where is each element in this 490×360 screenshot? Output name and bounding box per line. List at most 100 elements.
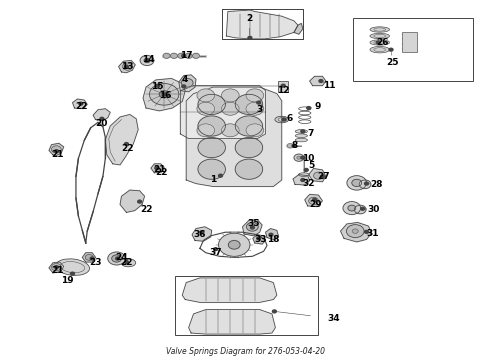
Polygon shape xyxy=(305,194,322,207)
Circle shape xyxy=(376,41,380,44)
Circle shape xyxy=(100,117,104,120)
Polygon shape xyxy=(189,310,275,334)
Circle shape xyxy=(182,85,186,88)
Text: 22: 22 xyxy=(140,205,152,214)
Text: 10: 10 xyxy=(302,154,315,163)
Text: 27: 27 xyxy=(317,172,330,181)
Text: 37: 37 xyxy=(209,248,222,257)
Circle shape xyxy=(294,154,304,161)
Text: 17: 17 xyxy=(180,51,193,60)
Circle shape xyxy=(124,65,128,68)
Text: 26: 26 xyxy=(376,38,389,47)
Text: 24: 24 xyxy=(115,253,128,262)
Text: 8: 8 xyxy=(292,141,298,150)
Circle shape xyxy=(200,231,204,234)
Circle shape xyxy=(281,84,285,87)
Polygon shape xyxy=(310,76,326,86)
Text: 32: 32 xyxy=(302,179,315,188)
Circle shape xyxy=(304,168,308,171)
Ellipse shape xyxy=(295,130,308,133)
Circle shape xyxy=(343,202,361,215)
Circle shape xyxy=(346,225,364,238)
Text: 25: 25 xyxy=(387,58,399,67)
Circle shape xyxy=(198,159,225,179)
Text: 28: 28 xyxy=(370,180,383,189)
Circle shape xyxy=(246,124,264,137)
Circle shape xyxy=(159,91,169,98)
Circle shape xyxy=(193,53,199,58)
Circle shape xyxy=(246,89,264,102)
Bar xyxy=(222,9,303,39)
Circle shape xyxy=(365,230,368,233)
Text: 21: 21 xyxy=(51,266,64,275)
Text: 20: 20 xyxy=(96,118,108,127)
Circle shape xyxy=(352,229,358,233)
Text: 13: 13 xyxy=(121,62,134,71)
Circle shape xyxy=(155,167,159,170)
Text: 19: 19 xyxy=(61,276,74,284)
Polygon shape xyxy=(180,86,266,139)
Circle shape xyxy=(124,261,128,264)
Circle shape xyxy=(313,198,317,201)
Text: 9: 9 xyxy=(314,102,321,111)
Bar xyxy=(278,81,288,92)
Circle shape xyxy=(314,172,323,179)
Circle shape xyxy=(138,200,142,203)
Polygon shape xyxy=(266,229,278,239)
Circle shape xyxy=(354,205,366,214)
Circle shape xyxy=(301,179,305,181)
Circle shape xyxy=(359,180,371,189)
Circle shape xyxy=(272,310,276,313)
Text: 5: 5 xyxy=(308,161,314,170)
Circle shape xyxy=(145,59,149,62)
Circle shape xyxy=(162,93,166,96)
Circle shape xyxy=(257,101,261,104)
Circle shape xyxy=(178,53,185,58)
Text: 4: 4 xyxy=(182,76,189,85)
Circle shape xyxy=(51,264,61,271)
Text: 35: 35 xyxy=(247,219,260,228)
Text: 22: 22 xyxy=(121,144,134,153)
Polygon shape xyxy=(293,175,310,185)
Polygon shape xyxy=(182,278,277,302)
Circle shape xyxy=(257,237,261,240)
Polygon shape xyxy=(143,78,185,111)
Circle shape xyxy=(79,102,83,105)
Text: 14: 14 xyxy=(142,55,154,64)
Polygon shape xyxy=(179,75,196,92)
Ellipse shape xyxy=(370,33,390,39)
Polygon shape xyxy=(226,10,298,39)
Text: 6: 6 xyxy=(287,114,293,123)
Circle shape xyxy=(235,94,263,114)
Ellipse shape xyxy=(121,259,136,267)
Ellipse shape xyxy=(370,46,390,53)
Circle shape xyxy=(282,118,286,121)
Text: 16: 16 xyxy=(159,91,172,100)
Circle shape xyxy=(181,78,193,87)
Circle shape xyxy=(228,240,240,249)
Circle shape xyxy=(221,124,239,137)
Bar xyxy=(402,32,416,52)
Circle shape xyxy=(365,182,368,185)
Circle shape xyxy=(171,53,177,58)
Text: 2: 2 xyxy=(246,14,252,23)
Circle shape xyxy=(319,80,323,82)
Polygon shape xyxy=(49,262,64,273)
Circle shape xyxy=(320,175,324,178)
Circle shape xyxy=(122,63,132,70)
Text: 31: 31 xyxy=(366,230,379,239)
Circle shape xyxy=(71,272,74,275)
Circle shape xyxy=(301,130,305,133)
Circle shape xyxy=(116,257,120,260)
Circle shape xyxy=(269,233,273,236)
Circle shape xyxy=(235,138,263,158)
Circle shape xyxy=(112,255,122,262)
Text: 23: 23 xyxy=(89,258,102,267)
Text: 34: 34 xyxy=(328,314,341,323)
Circle shape xyxy=(197,89,215,102)
Polygon shape xyxy=(243,220,262,236)
Circle shape xyxy=(156,84,160,87)
Text: 22: 22 xyxy=(120,258,133,266)
Polygon shape xyxy=(151,164,164,173)
Circle shape xyxy=(214,248,218,251)
